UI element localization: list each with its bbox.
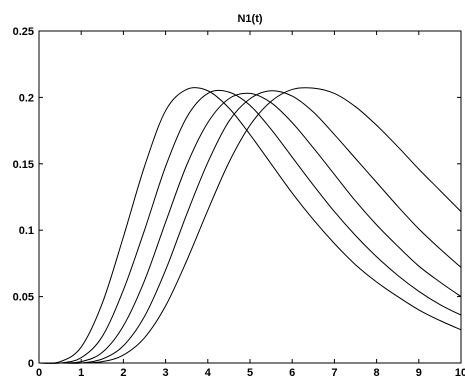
x-tick-label: 10 <box>455 367 465 379</box>
y-tick-label: 0.1 <box>19 225 34 237</box>
x-tick-label: 8 <box>374 367 380 379</box>
y-tick-label: 0.25 <box>13 26 34 38</box>
y-tick-label: 0.2 <box>19 92 34 104</box>
y-tick-label: 0.05 <box>13 292 34 304</box>
series-line-2 <box>38 89 462 364</box>
y-tick-label: 0.15 <box>13 159 34 171</box>
x-tick-label: 0 <box>36 367 42 379</box>
series-line-5 <box>38 87 462 364</box>
plot-frame <box>38 30 462 364</box>
x-tick-label: 2 <box>120 367 126 379</box>
x-tick-label: 9 <box>416 367 422 379</box>
series-line-1 <box>38 87 462 364</box>
x-tick-label: 1 <box>78 367 84 379</box>
x-tick-label: 6 <box>289 367 295 379</box>
x-tick-label: 3 <box>163 367 169 379</box>
x-tick-label: 5 <box>247 367 253 379</box>
plot-area: 0 1 2 3 4 5 6 7 8 9 10 0 0.05 0.1 0.15 0.2 0.25 <box>13 26 465 379</box>
chart-title: N1(t) <box>237 13 262 25</box>
x-tick-label: 4 <box>205 367 212 379</box>
x-tick-label: 7 <box>331 367 337 379</box>
y-tick-label: 0 <box>28 358 34 370</box>
series-line-3 <box>38 92 462 364</box>
series-line-4 <box>38 90 462 364</box>
